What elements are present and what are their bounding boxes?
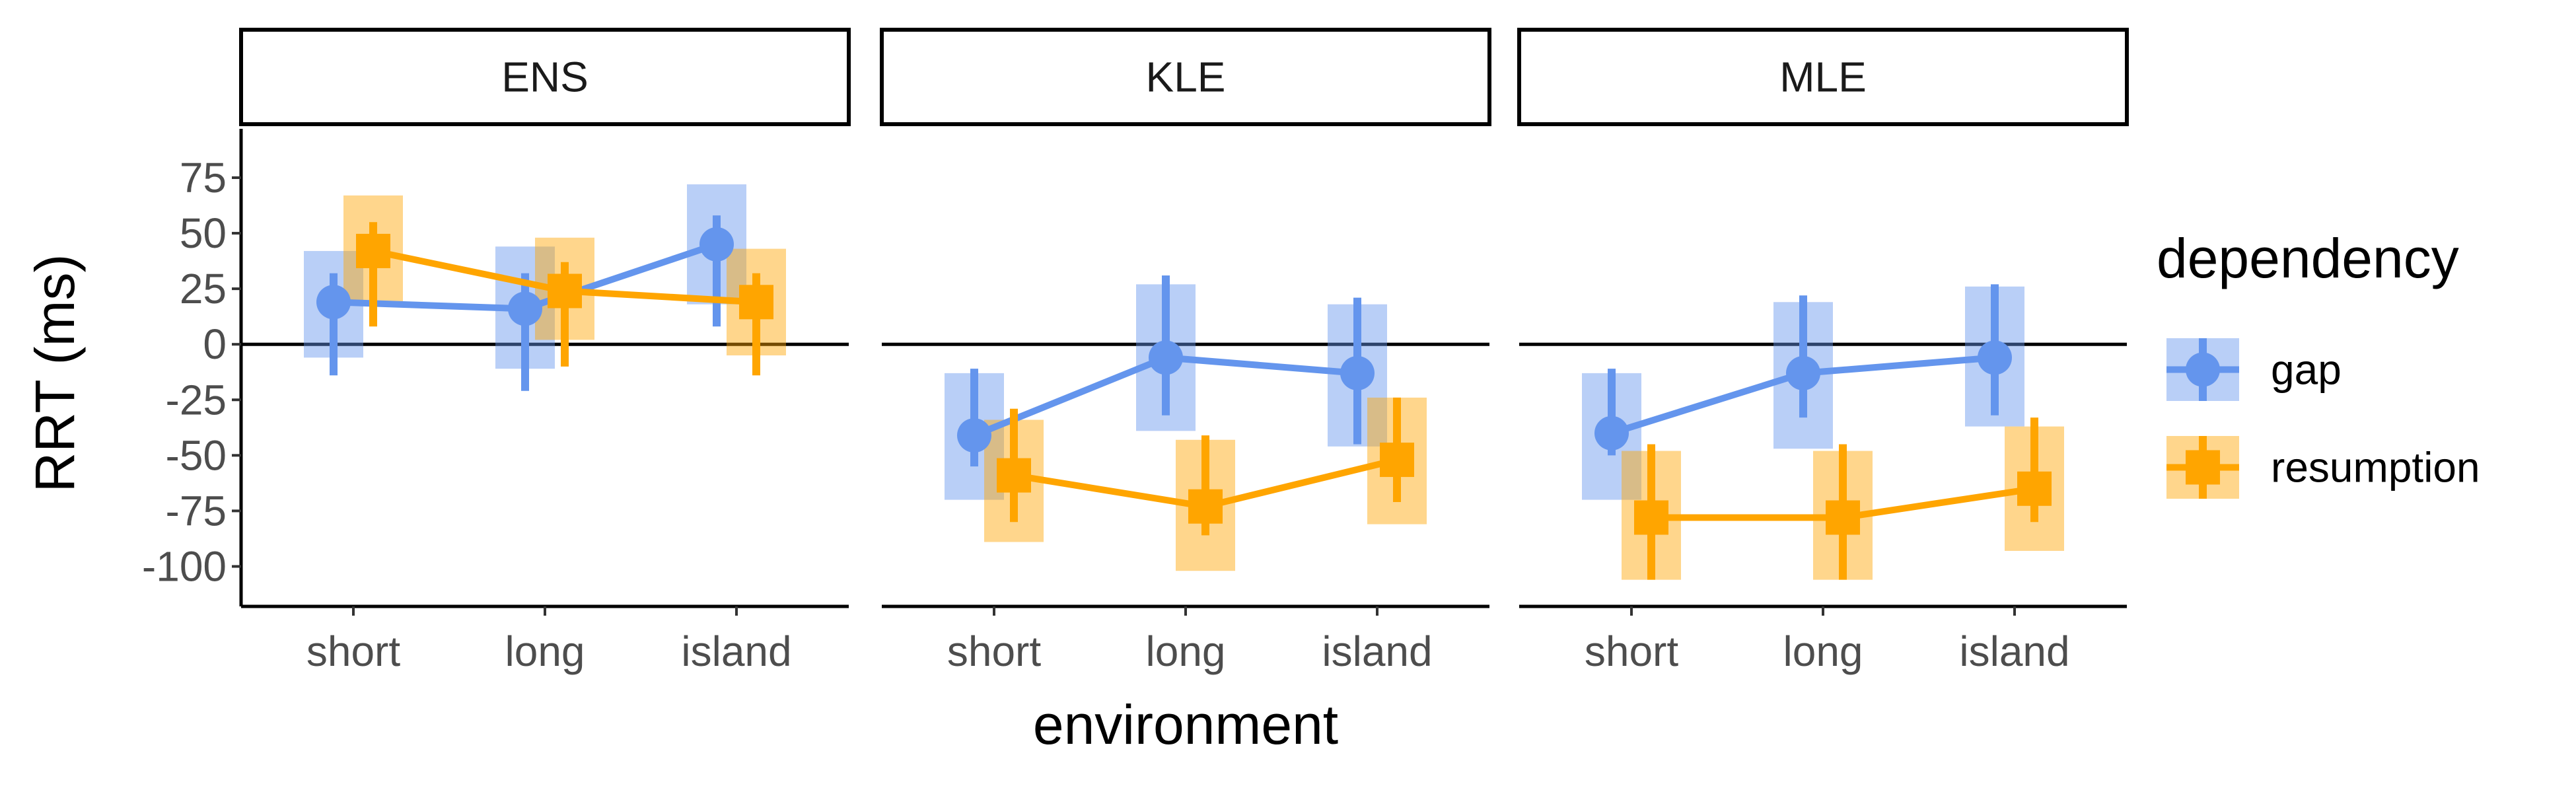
y-tick-label: -75 — [166, 487, 227, 534]
data-point — [1149, 340, 1183, 375]
y-tick-label: -25 — [166, 376, 227, 423]
data-point — [1380, 443, 1414, 478]
axes-layer: 75 50 25 0 -25 -50 -75 -100 — [142, 129, 243, 606]
y-tick-label: 0 — [203, 320, 227, 368]
facet-panel-kle: KLE short long island — [880, 28, 1491, 675]
data-point — [508, 291, 542, 326]
legend: dependency gap resumption — [2157, 227, 2480, 499]
legend-title: dependency — [2157, 227, 2459, 289]
facet-strip-label: KLE — [1146, 54, 1226, 101]
x-axis-title: environment — [1033, 694, 1338, 756]
data-point — [997, 458, 1031, 493]
data-point — [1978, 340, 2012, 375]
legend-entry-label: gap — [2271, 346, 2342, 394]
facet-strip — [1517, 28, 2129, 126]
data-point — [2017, 471, 2052, 506]
legend-entry-label: resumption — [2271, 444, 2480, 491]
facet-panel-mle: MLE short long island — [1517, 28, 2129, 675]
facet-strip-label: ENS — [501, 54, 589, 101]
x-tick-label: long — [505, 628, 585, 675]
facet-strip — [880, 28, 1491, 126]
data-point — [699, 227, 734, 262]
data-point — [1634, 500, 1668, 535]
x-tick-label: short — [306, 628, 401, 675]
data-point — [316, 285, 351, 320]
x-tick-label: short — [1585, 628, 1679, 675]
legend-key-marker — [2186, 352, 2220, 387]
facet-strip-label: MLE — [1779, 54, 1867, 101]
x-tick-label: long — [1783, 628, 1863, 675]
facet-panel-ens: ENS short long island — [239, 28, 851, 675]
panels-layer: ENS short long island KLE short long island MLE s… — [239, 28, 2129, 675]
data-point — [548, 273, 582, 308]
legend-key-marker — [2186, 450, 2220, 485]
y-tick-label: 25 — [180, 265, 227, 312]
x-tick-label: island — [1959, 628, 2069, 675]
data-point — [356, 233, 390, 268]
y-tick-label: -50 — [166, 431, 227, 479]
data-point — [1786, 355, 1820, 390]
data-point — [1826, 500, 1860, 535]
y-tick-label: -100 — [142, 542, 227, 590]
data-point — [1188, 489, 1223, 524]
x-tick-label: short — [947, 628, 1042, 675]
x-tick-label: long — [1146, 628, 1226, 675]
y-tick-label: 75 — [180, 154, 227, 201]
x-tick-label: island — [681, 628, 791, 675]
y-tick-label: 50 — [180, 209, 227, 257]
y-axis-title: RRT (ms) — [24, 254, 86, 493]
data-point — [1594, 416, 1629, 451]
data-point — [1340, 355, 1375, 390]
data-point — [739, 285, 773, 320]
data-point — [957, 418, 991, 453]
facet-strip — [239, 28, 851, 126]
x-tick-label: island — [1322, 628, 1432, 675]
